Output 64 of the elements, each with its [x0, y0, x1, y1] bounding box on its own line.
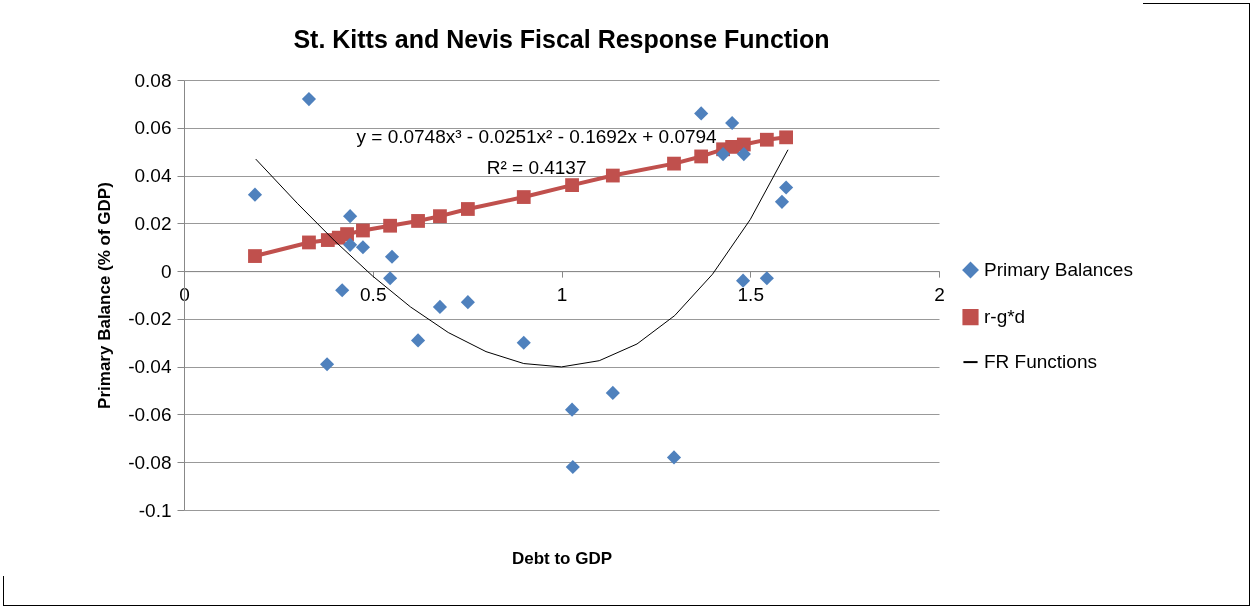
point	[383, 271, 398, 286]
point	[302, 235, 316, 250]
legend-label: r-g*d	[984, 306, 1026, 328]
y-axis-title: Primary Balance (% of GDP)	[95, 182, 115, 409]
y-tick-label: -0.04	[128, 356, 172, 378]
point	[460, 202, 475, 216]
point	[301, 92, 317, 107]
point	[356, 223, 370, 238]
line-series	[255, 149, 789, 368]
point	[666, 450, 682, 465]
point	[343, 237, 358, 252]
point	[667, 156, 681, 171]
annotation: R² = 0.4137	[486, 157, 587, 179]
point	[320, 357, 335, 372]
point	[411, 214, 425, 228]
x-tick-label: 1.5	[737, 283, 764, 305]
point	[384, 249, 400, 264]
y-tick-label: 0.08	[134, 69, 172, 91]
point	[725, 115, 740, 131]
point	[694, 149, 709, 164]
y-tick-label: 0.06	[134, 117, 172, 139]
point	[565, 402, 580, 417]
point	[433, 209, 447, 224]
x-tick-label: 0.5	[360, 283, 387, 305]
point	[759, 132, 774, 147]
point	[694, 106, 709, 121]
y-tick-label: 0.04	[134, 165, 172, 187]
point	[779, 130, 793, 145]
point	[565, 178, 579, 192]
point	[248, 249, 262, 263]
point	[759, 271, 774, 286]
point	[460, 295, 475, 310]
point	[343, 209, 358, 224]
point	[355, 240, 371, 255]
point	[383, 218, 398, 233]
x-tick-label: 2	[934, 283, 945, 305]
chart-title: St. Kitts and Nevis Fiscal Response Function	[293, 25, 830, 53]
y-tick-label: 0.02	[134, 212, 172, 234]
annotation: y = 0.0748x³ - 0.0251x² - 0.1692x + 0.0794	[356, 126, 718, 148]
point	[605, 385, 620, 401]
y-tick-label: -0.02	[128, 308, 172, 330]
point	[247, 187, 263, 202]
y-tick-label: 0	[160, 260, 172, 282]
legend-label: FR Functions	[984, 351, 1097, 373]
point	[335, 283, 350, 298]
point	[565, 459, 580, 475]
point	[410, 333, 426, 348]
point	[716, 146, 731, 162]
point	[736, 273, 751, 288]
point	[736, 146, 751, 162]
legend-label: Primary Balances	[984, 259, 1133, 281]
point	[340, 227, 354, 241]
y-tick-label: -0.08	[128, 451, 172, 473]
x-axis-title: Debt to GDP	[511, 548, 613, 568]
x-tick-label: 0	[179, 283, 190, 305]
point	[516, 335, 531, 350]
y-tick-label: -0.1	[138, 499, 172, 521]
point	[779, 180, 794, 195]
point	[605, 168, 620, 183]
point	[516, 190, 531, 204]
y-tick-label: -0.06	[128, 403, 172, 425]
point	[432, 299, 448, 315]
point	[774, 194, 790, 209]
x-tick-label: 1	[556, 283, 568, 305]
